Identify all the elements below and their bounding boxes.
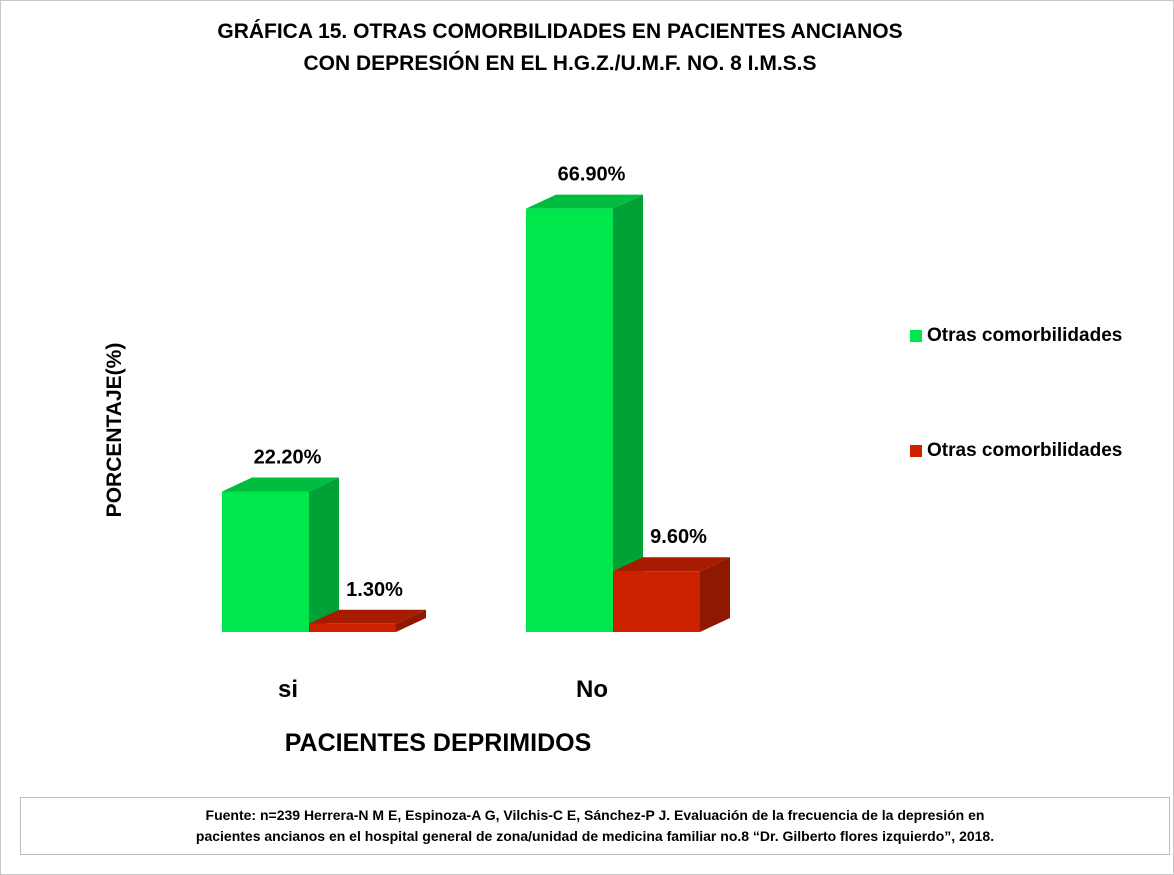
y-axis-label: PORCENTAJE(%) bbox=[103, 343, 126, 518]
data-label: 66.90% bbox=[558, 164, 626, 186]
data-label: 9.60% bbox=[650, 526, 707, 548]
data-label: 1.30% bbox=[346, 579, 403, 601]
source-line: Fuente: n=239 Herrera-N M E, Espinoza-A … bbox=[205, 807, 985, 823]
legend-label: Otras comorbilidades bbox=[927, 325, 1123, 346]
bar bbox=[309, 623, 396, 632]
chart-title: CON DEPRESIÓN EN EL H.G.Z./U.M.F. NO. 8 … bbox=[303, 51, 816, 75]
legend-item: Otras comorbilidades bbox=[910, 437, 1127, 465]
data-label: 22.20% bbox=[254, 447, 322, 469]
bar bbox=[222, 491, 309, 632]
bar bbox=[613, 571, 700, 632]
bar-top bbox=[309, 609, 426, 624]
bar-top bbox=[613, 557, 730, 572]
source-line: pacientes ancianos en el hospital genera… bbox=[195, 828, 995, 844]
chart-title: GRÁFICA 15. OTRAS COMORBILIDADES EN PACI… bbox=[217, 20, 902, 43]
x-axis-label: PACIENTES DEPRIMIDOS bbox=[285, 729, 592, 757]
bar-side bbox=[309, 477, 339, 632]
x-tick-label: No bbox=[576, 676, 608, 703]
legend-swatch bbox=[910, 445, 922, 457]
bar-side bbox=[396, 609, 426, 632]
source-note: Fuente: n=239 Herrera-N M E, Espinoza-A … bbox=[20, 797, 1170, 855]
bar-top bbox=[222, 477, 339, 492]
bar bbox=[526, 208, 613, 632]
legend-item: Otras comorbilidades bbox=[910, 322, 1127, 350]
bar-side bbox=[700, 557, 730, 632]
legend-swatch bbox=[910, 330, 922, 342]
bar-top bbox=[526, 194, 643, 209]
bar-side bbox=[613, 194, 643, 632]
x-tick-label: si bbox=[278, 676, 298, 703]
legend-label: Otras comorbilidades bbox=[927, 440, 1123, 461]
